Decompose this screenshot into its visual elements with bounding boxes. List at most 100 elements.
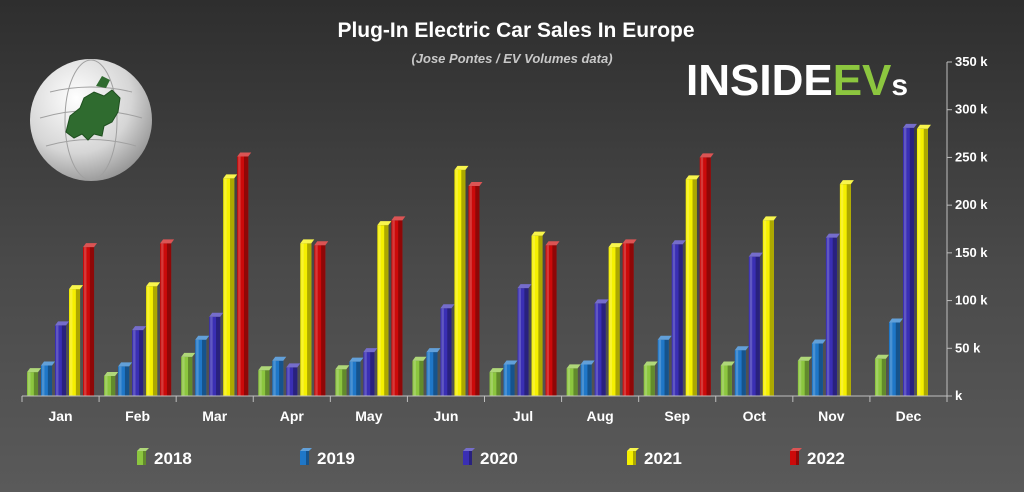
legend-swatch xyxy=(137,451,146,465)
bar-2019-apr xyxy=(272,356,287,396)
bar-2022-jul xyxy=(545,241,560,396)
x-tick-label: Mar xyxy=(202,408,227,424)
bar-2018-oct xyxy=(720,361,735,396)
bar-2021-sep xyxy=(685,175,700,396)
bar-2022-aug xyxy=(622,239,637,396)
y-tick-label: 50 k xyxy=(955,340,981,355)
x-tick-label: Nov xyxy=(818,408,845,424)
legend-item-2020: 2020 xyxy=(463,448,518,468)
bar-2019-sep xyxy=(657,335,672,396)
bar-2020-dec xyxy=(902,123,917,397)
y-axis: k 50 k 100 k 150 k 200 k 250 k 300 k 350 k xyxy=(946,54,988,403)
bar-2020-sep xyxy=(671,240,686,396)
bar-2022-jun xyxy=(468,182,483,396)
bar-2018-nov xyxy=(797,356,812,396)
bar-2018-dec xyxy=(874,354,889,396)
bar-2020-nov xyxy=(825,233,840,396)
bar-2020-feb xyxy=(132,326,147,396)
logo-ev: EV xyxy=(833,56,892,105)
bar-2020-jul xyxy=(517,284,532,396)
y-tick-label: 150 k xyxy=(955,245,988,260)
bar-2018-jun xyxy=(412,356,427,396)
y-tick-label: 250 k xyxy=(955,149,988,164)
x-tick-label: Feb xyxy=(125,408,150,424)
bar-2020-jun xyxy=(440,304,455,396)
legend-swatch xyxy=(300,451,309,465)
bar-2018-jan xyxy=(27,368,42,396)
legend-swatch xyxy=(790,451,799,465)
legend-label: 2019 xyxy=(317,449,355,468)
y-tick-label: 350 k xyxy=(955,54,988,69)
bar-2018-feb xyxy=(104,371,119,396)
legend-label: 2022 xyxy=(807,449,845,468)
bar-2022-jan xyxy=(83,243,98,396)
bar-2020-aug xyxy=(594,299,609,396)
bar-2018-aug xyxy=(566,364,581,396)
bar-2021-jan xyxy=(69,285,84,396)
x-axis: Jan Feb Mar Apr May Jun Jul Aug Sep Oct Nov Dec xyxy=(21,395,948,424)
bar-2018-may xyxy=(335,365,350,396)
logo-inside: INSIDE xyxy=(686,56,833,105)
bar-2020-may xyxy=(363,348,378,396)
bar-2019-aug xyxy=(580,360,595,396)
y-tick-label: 200 k xyxy=(955,197,988,212)
y-tick-label: 300 k xyxy=(955,102,988,117)
bar-2021-jun xyxy=(454,165,469,396)
logo-s: s xyxy=(891,69,908,102)
bar-2021-may xyxy=(377,221,392,396)
x-tick-label: Sep xyxy=(664,408,690,424)
legend-item-2018: 2018 xyxy=(137,448,192,468)
bar-2021-mar xyxy=(223,174,238,396)
bars xyxy=(27,123,931,397)
chart-subtitle: (Jose Pontes / EV Volumes data) xyxy=(411,51,612,66)
bar-2019-dec xyxy=(888,318,903,396)
bar-2021-oct xyxy=(762,216,777,396)
europe-globe-icon xyxy=(30,59,152,181)
x-tick-label: Oct xyxy=(743,408,767,424)
x-tick-label: Jan xyxy=(48,408,72,424)
bar-2019-jan xyxy=(41,361,56,396)
bar-2021-nov xyxy=(839,180,854,396)
bar-2020-jan xyxy=(55,321,70,396)
bar-2020-mar xyxy=(209,312,224,396)
y-tick-label: k xyxy=(955,388,963,403)
x-tick-label: Aug xyxy=(587,408,614,424)
legend-label: 2018 xyxy=(154,449,192,468)
bar-2019-jul xyxy=(503,360,518,396)
bar-2022-feb xyxy=(160,239,175,396)
svg-text:INSIDEEVs: INSIDEEVs xyxy=(686,56,908,105)
x-tick-label: Jul xyxy=(513,408,533,424)
x-tick-label: Jun xyxy=(434,408,459,424)
bar-2022-sep xyxy=(699,153,714,396)
bar-2020-oct xyxy=(748,252,763,396)
legend-item-2022: 2022 xyxy=(790,448,845,468)
y-tick-label: 100 k xyxy=(955,293,988,308)
x-tick-label: May xyxy=(355,408,382,424)
bar-2022-apr xyxy=(314,241,329,396)
x-tick-label: Apr xyxy=(280,408,305,424)
bar-2019-nov xyxy=(811,339,826,396)
bar-2022-may xyxy=(391,216,406,396)
chart-title: Plug-In Electric Car Sales In Europe xyxy=(337,19,694,42)
bar-2019-jun xyxy=(426,348,441,396)
legend-item-2021: 2021 xyxy=(627,448,682,468)
legend: 2018 2019 2020 2021 2022 xyxy=(137,448,845,468)
x-tick-label: Dec xyxy=(896,408,922,424)
insideevs-logo: INSIDEEVs xyxy=(686,56,908,105)
bar-2021-dec xyxy=(916,124,931,397)
bar-2019-may xyxy=(349,357,364,396)
bar-2021-jul xyxy=(531,231,546,396)
bar-2019-mar xyxy=(195,335,210,396)
bar-2019-oct xyxy=(734,346,749,396)
legend-swatch xyxy=(463,451,472,465)
bar-2021-feb xyxy=(146,282,161,396)
legend-item-2019: 2019 xyxy=(300,448,355,468)
bar-2020-apr xyxy=(286,363,301,396)
bar-2018-sep xyxy=(643,361,658,396)
legend-label: 2020 xyxy=(480,449,518,468)
bar-2021-apr xyxy=(300,239,315,396)
legend-label: 2021 xyxy=(644,449,682,468)
bar-2018-jul xyxy=(489,368,504,396)
